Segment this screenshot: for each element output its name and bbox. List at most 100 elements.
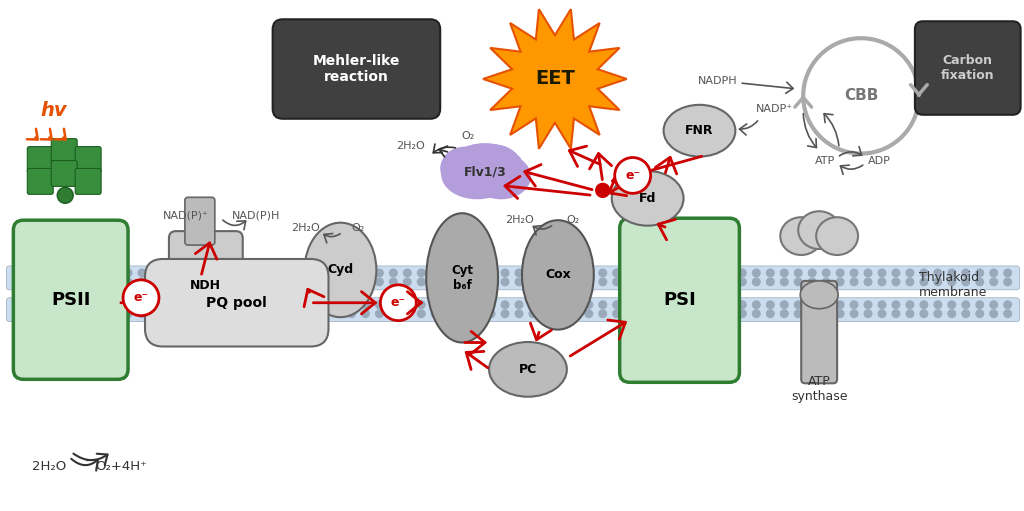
Circle shape (947, 277, 956, 286)
Circle shape (836, 300, 845, 309)
Circle shape (682, 268, 691, 277)
Circle shape (380, 285, 417, 320)
Circle shape (417, 300, 426, 309)
FancyBboxPatch shape (28, 169, 53, 194)
Circle shape (738, 268, 746, 277)
Circle shape (682, 300, 691, 309)
Circle shape (821, 309, 830, 318)
Circle shape (360, 277, 370, 286)
Circle shape (836, 277, 845, 286)
Circle shape (12, 300, 20, 309)
Circle shape (95, 300, 104, 309)
Circle shape (975, 300, 984, 309)
Circle shape (444, 309, 454, 318)
Circle shape (221, 309, 230, 318)
Circle shape (598, 309, 607, 318)
Circle shape (528, 277, 538, 286)
Circle shape (347, 277, 356, 286)
Circle shape (766, 277, 775, 286)
Circle shape (291, 300, 300, 309)
Circle shape (389, 268, 397, 277)
Ellipse shape (611, 171, 684, 226)
Circle shape (640, 277, 649, 286)
Circle shape (989, 277, 998, 286)
Circle shape (905, 277, 914, 286)
Circle shape (40, 309, 49, 318)
Ellipse shape (469, 145, 521, 189)
Circle shape (640, 309, 649, 318)
Circle shape (850, 277, 858, 286)
Circle shape (598, 277, 607, 286)
Circle shape (152, 277, 161, 286)
FancyBboxPatch shape (51, 138, 77, 165)
Circle shape (850, 300, 858, 309)
Circle shape (779, 300, 788, 309)
Circle shape (12, 309, 20, 318)
Ellipse shape (799, 211, 840, 249)
Text: Thylakoid
membrane: Thylakoid membrane (919, 271, 987, 299)
Circle shape (26, 309, 35, 318)
Circle shape (514, 309, 523, 318)
Circle shape (892, 300, 900, 309)
Circle shape (473, 309, 481, 318)
Circle shape (82, 268, 91, 277)
Circle shape (347, 300, 356, 309)
Text: Cyt
b₆f: Cyt b₆f (452, 264, 473, 292)
FancyBboxPatch shape (75, 169, 101, 194)
Circle shape (179, 268, 188, 277)
Circle shape (110, 268, 119, 277)
Text: O₂: O₂ (462, 131, 475, 141)
Circle shape (738, 277, 746, 286)
Circle shape (808, 309, 817, 318)
Text: NAD(P)H: NAD(P)H (231, 210, 280, 220)
FancyBboxPatch shape (28, 147, 53, 172)
Circle shape (207, 277, 216, 286)
Circle shape (975, 309, 984, 318)
Text: NDH: NDH (190, 279, 221, 292)
Circle shape (501, 277, 510, 286)
Circle shape (375, 277, 384, 286)
Circle shape (375, 268, 384, 277)
Circle shape (12, 277, 20, 286)
Circle shape (1004, 309, 1012, 318)
Circle shape (278, 300, 286, 309)
Ellipse shape (426, 213, 498, 342)
Circle shape (278, 268, 286, 277)
Circle shape (207, 309, 216, 318)
Circle shape (570, 300, 580, 309)
Circle shape (612, 309, 622, 318)
FancyBboxPatch shape (620, 218, 739, 382)
Circle shape (627, 309, 635, 318)
FancyBboxPatch shape (6, 298, 1020, 321)
Circle shape (263, 300, 272, 309)
Circle shape (486, 268, 496, 277)
Circle shape (444, 300, 454, 309)
Circle shape (668, 300, 677, 309)
Circle shape (431, 277, 439, 286)
Circle shape (738, 300, 746, 309)
Circle shape (514, 277, 523, 286)
Circle shape (82, 309, 91, 318)
Circle shape (486, 300, 496, 309)
Circle shape (794, 300, 803, 309)
Circle shape (249, 309, 258, 318)
Circle shape (821, 300, 830, 309)
Circle shape (166, 309, 174, 318)
Circle shape (920, 309, 929, 318)
Circle shape (668, 268, 677, 277)
Ellipse shape (780, 217, 822, 255)
Text: PQ pool: PQ pool (207, 296, 267, 310)
Circle shape (53, 300, 62, 309)
Circle shape (194, 309, 203, 318)
Circle shape (710, 277, 719, 286)
Circle shape (696, 309, 705, 318)
Text: Cox: Cox (545, 268, 570, 282)
Circle shape (779, 309, 788, 318)
Circle shape (766, 309, 775, 318)
Circle shape (124, 309, 132, 318)
Circle shape (710, 268, 719, 277)
Circle shape (668, 309, 677, 318)
Circle shape (892, 277, 900, 286)
Circle shape (920, 277, 929, 286)
Circle shape (738, 309, 746, 318)
